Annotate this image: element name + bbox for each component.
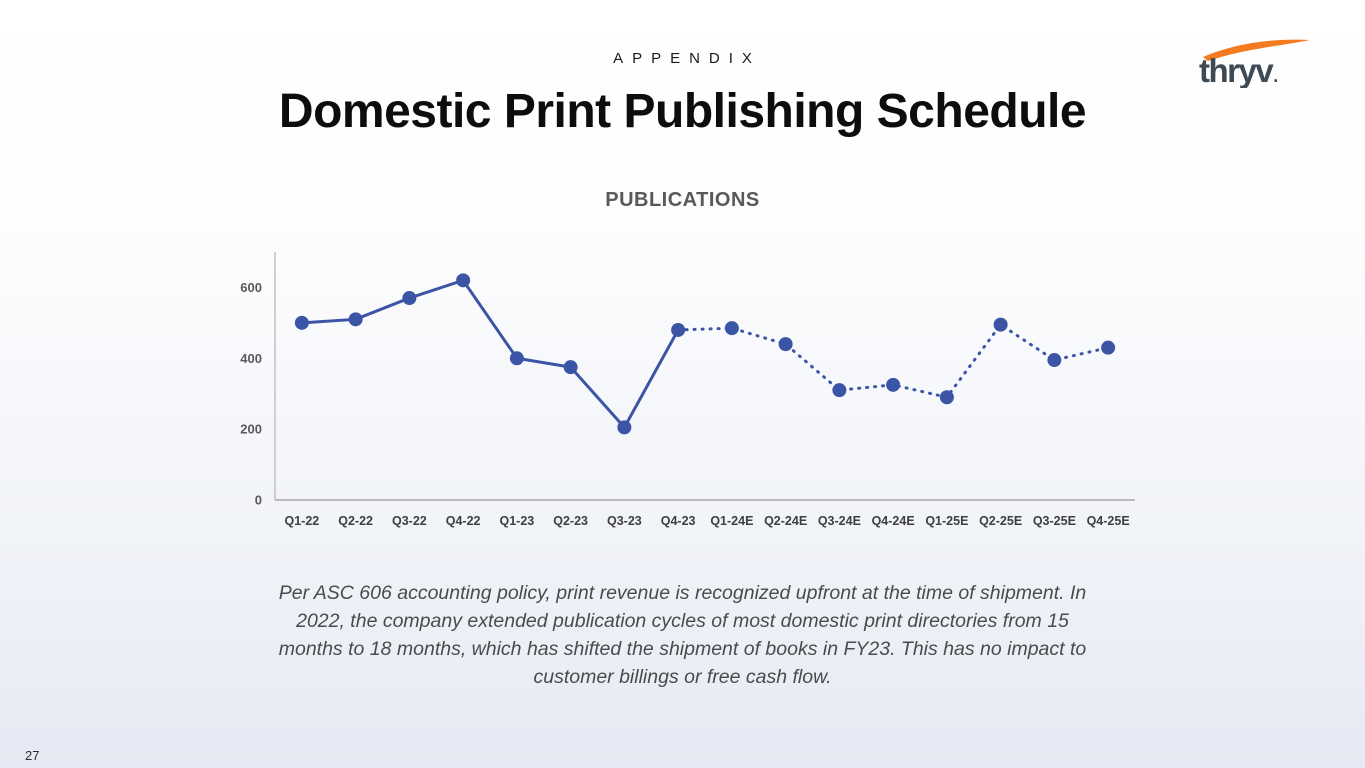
data-point: [294, 315, 309, 330]
data-point: [1046, 353, 1061, 368]
data-point: [993, 317, 1008, 332]
y-tick-label: 0: [254, 493, 261, 508]
thryv-logo-text: thryv.: [1199, 52, 1277, 88]
data-point: [616, 420, 631, 435]
series-line-solid: [301, 278, 679, 430]
x-tick-label: Q2-25E: [979, 514, 1022, 528]
x-tick-label: Q4-25E: [1086, 514, 1129, 528]
thryv-logo-swoosh-icon: [1203, 39, 1310, 61]
appendix-label: APPENDIX: [613, 50, 761, 67]
x-tick-label: Q1-23: [499, 514, 534, 528]
data-point: [348, 312, 363, 327]
x-tick-label: Q3-24E: [817, 514, 860, 528]
x-tick-label: Q2-24E: [764, 514, 807, 528]
x-tick-label: Q4-22: [445, 514, 480, 528]
thryv-logo: thryv.: [1199, 39, 1310, 88]
x-tick-label: Q3-23: [607, 514, 642, 528]
chart-area: 0 200 400 600 Q1-22 Q2-22 Q3-22 Q4-22 Q1-23 Q2-23…: [213, 240, 1153, 547]
y-tick-label: 400: [240, 351, 262, 366]
x-tick-label: Q2-22: [338, 514, 373, 528]
x-tick-label: Q4-24E: [871, 514, 914, 528]
x-tick-label: Q2-23: [553, 514, 588, 528]
y-tick-label: 600: [240, 280, 262, 295]
data-point: [831, 383, 846, 398]
x-tick-label: Q4-23: [660, 514, 695, 528]
thryv-logo-mark: .: [1273, 66, 1277, 86]
data-point: [563, 360, 578, 375]
x-tick-label: Q1-24E: [710, 514, 753, 528]
x-tick-label: Q3-25E: [1032, 514, 1075, 528]
publications-line-chart: 0 200 400 600 Q1-22 Q2-22 Q3-22 Q4-22 Q1-23 Q2-23…: [240, 252, 1135, 528]
x-tick-label: Q1-25E: [925, 514, 968, 528]
data-point: [509, 351, 524, 366]
data-point: [939, 390, 954, 405]
data-point: [885, 377, 900, 392]
footnote: Per ASC 606 accounting policy, print rev…: [278, 582, 1087, 688]
x-tick-label: Q3-22: [392, 514, 427, 528]
data-point: [670, 322, 685, 337]
page-number: 27: [25, 748, 40, 763]
chart-title: PUBLICATIONS: [605, 189, 760, 211]
data-point: [778, 337, 793, 352]
series-line-dotted: [676, 322, 1110, 399]
data-point: [724, 321, 739, 336]
data-point: [455, 273, 470, 288]
x-tick-label: Q1-22: [284, 514, 319, 528]
data-point: [401, 291, 416, 306]
y-tick-label: 200: [240, 422, 262, 437]
data-point: [1100, 340, 1115, 355]
slide-title: Domestic Print Publishing Schedule: [278, 85, 1087, 138]
